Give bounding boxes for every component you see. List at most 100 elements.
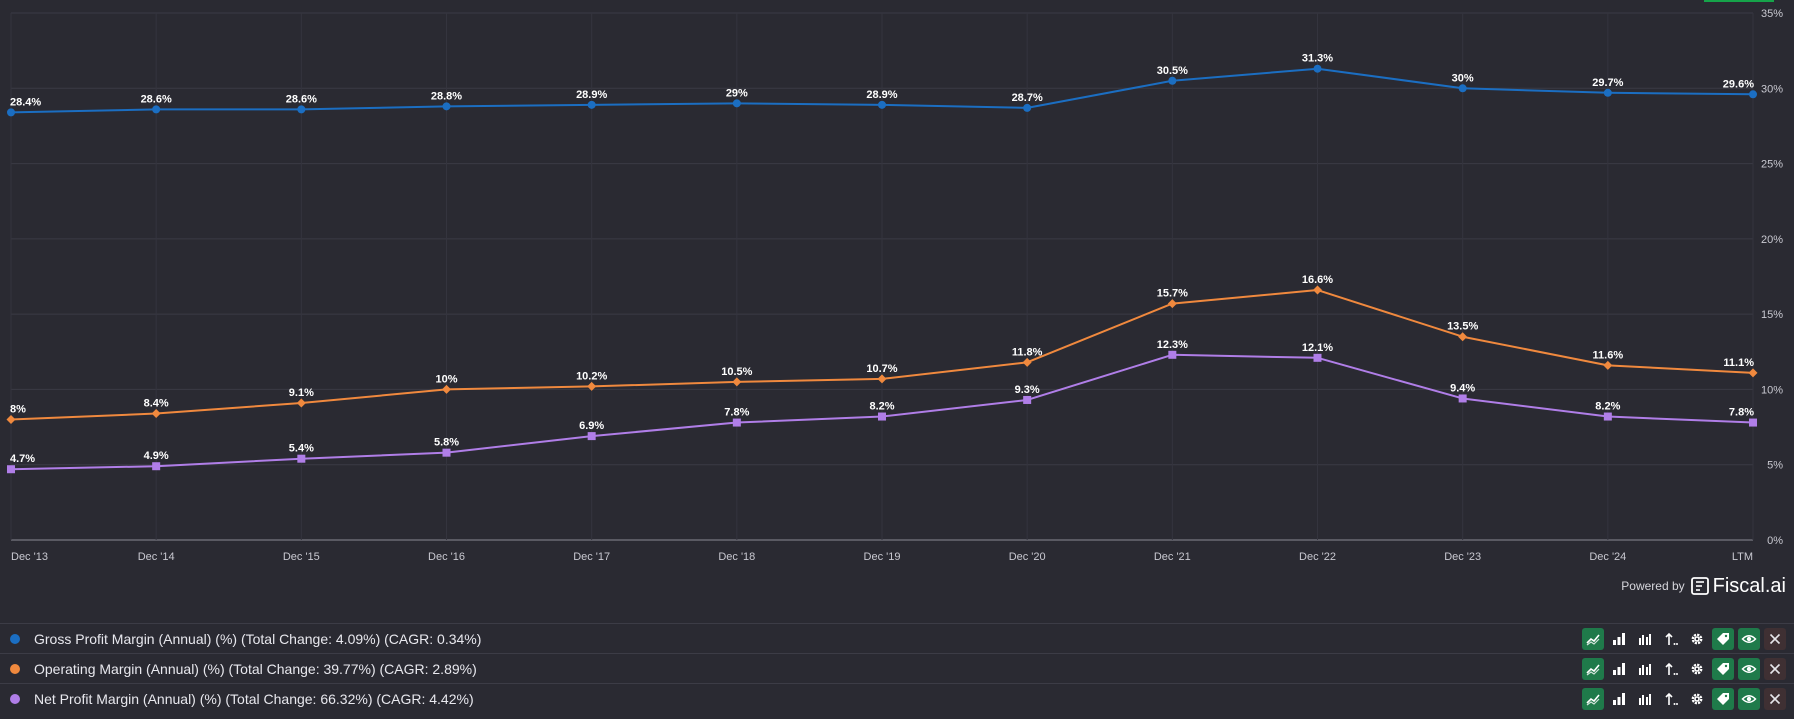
- legend-label[interactable]: Net Profit Margin (Annual) (%) (Total Ch…: [34, 690, 474, 707]
- tag-button[interactable]: [1712, 657, 1734, 680]
- grouped-bar-button[interactable]: [1634, 658, 1656, 680]
- tag-button[interactable]: [1712, 687, 1734, 710]
- data-label: 28.6%: [286, 93, 317, 105]
- grouped-bar-button[interactable]: [1634, 688, 1656, 710]
- data-label: 9.3%: [1015, 384, 1040, 396]
- close-button[interactable]: [1764, 627, 1786, 650]
- data-label: 15.7%: [1157, 288, 1188, 300]
- close-icon: [1769, 693, 1781, 704]
- data-label: 8.2%: [1595, 401, 1620, 413]
- y-tick-label: 30%: [1761, 83, 1783, 95]
- eye-button[interactable]: [1738, 657, 1760, 680]
- bar-chart-icon: [1613, 662, 1625, 675]
- legend-row-operating-margin: Operating Margin (Annual) (%) (Total Cha…: [0, 653, 1794, 683]
- tag-icon: [1717, 632, 1729, 645]
- data-point: [878, 100, 886, 109]
- data-label: 29%: [726, 87, 748, 99]
- line-chart-icon: [1586, 693, 1600, 705]
- grouped-bar-icon: [1639, 693, 1651, 705]
- legend-row-gross-profit-margin: Gross Profit Margin (Annual) (%) (Total …: [0, 623, 1794, 653]
- data-point: [6, 415, 16, 425]
- tag-icon: [1717, 692, 1729, 705]
- brand-name: Fiscal.ai: [1712, 574, 1786, 597]
- data-label: 28.9%: [576, 89, 607, 101]
- grouped-bar-button[interactable]: [1634, 628, 1656, 650]
- data-point: [1168, 76, 1177, 85]
- close-button[interactable]: [1764, 687, 1786, 710]
- bar-chart-button[interactable]: [1608, 658, 1630, 680]
- bar-chart-button[interactable]: [1608, 688, 1630, 710]
- bar-chart-button[interactable]: [1608, 628, 1630, 650]
- eye-icon: [1741, 634, 1757, 643]
- line-chart-button[interactable]: [1582, 627, 1604, 650]
- eye-button[interactable]: [1738, 687, 1760, 710]
- powered-by-badge[interactable]: Powered by Fiscal.ai: [1621, 573, 1786, 599]
- series-gross: 28.4% 28.6% 28.6% 28.8% 28.9% 29% 28.9% 28.7% 30…: [7, 53, 1757, 117]
- sort-icon: [1665, 662, 1678, 675]
- y-tick-label: 15%: [1761, 309, 1783, 321]
- data-label: 12.1%: [1302, 342, 1333, 354]
- y-tick-label: 20%: [1761, 234, 1783, 246]
- series-toolbar: [1582, 627, 1786, 650]
- data-point: [587, 100, 596, 109]
- x-tick-label: LTM: [1732, 551, 1753, 560]
- line-chart-button[interactable]: [1582, 687, 1604, 710]
- tag-button[interactable]: [1712, 627, 1734, 650]
- sort-button[interactable]: [1660, 628, 1682, 650]
- eye-icon: [1741, 664, 1757, 673]
- close-button[interactable]: [1764, 657, 1786, 680]
- series-color-dot: [10, 663, 20, 674]
- series-color-dot: [10, 693, 20, 704]
- eye-button[interactable]: [1738, 627, 1760, 650]
- data-label: 11.1%: [1723, 357, 1754, 369]
- data-point: [1313, 353, 1322, 362]
- x-tick-label: Dec '22: [1299, 551, 1336, 560]
- fiscal-logo-icon: [1690, 577, 1709, 595]
- data-point: [1603, 360, 1613, 370]
- data-point: [732, 418, 741, 427]
- sort-button[interactable]: [1660, 688, 1682, 710]
- data-point: [442, 448, 451, 457]
- legend-label[interactable]: Gross Profit Margin (Annual) (%) (Total …: [34, 630, 482, 647]
- data-point: [1603, 88, 1612, 97]
- x-tick-label: Dec '23: [1444, 551, 1481, 560]
- y-tick-label: 35%: [1761, 8, 1783, 20]
- line-chart-button[interactable]: [1582, 657, 1604, 680]
- data-label: 29.7%: [1592, 77, 1623, 89]
- tag-icon: [1717, 662, 1729, 675]
- sort-button[interactable]: [1660, 658, 1682, 680]
- gear-icon: [1691, 663, 1703, 674]
- data-label: 30.5%: [1157, 65, 1188, 77]
- data-label: 8.2%: [869, 401, 894, 413]
- x-tick-label: Dec '15: [283, 551, 320, 560]
- data-label: 28.4%: [10, 96, 41, 108]
- data-point: [1023, 395, 1032, 404]
- sort-icon: [1665, 692, 1678, 705]
- gear-button[interactable]: [1686, 688, 1708, 710]
- x-tick-label: Dec '19: [864, 551, 901, 560]
- bar-chart-icon: [1613, 632, 1625, 645]
- gear-button[interactable]: [1686, 628, 1708, 650]
- gear-button[interactable]: [1686, 658, 1708, 680]
- data-point: [296, 398, 306, 408]
- data-label: 8.4%: [144, 398, 169, 410]
- grouped-bar-icon: [1639, 633, 1651, 645]
- data-point: [1167, 299, 1177, 309]
- margin-line-chart: 0% 5% 10% 15% 20% 25% 30% 35% Dec '13 Dec '14 Dec …: [6, 8, 1783, 560]
- gear-icon: [1691, 633, 1703, 644]
- data-point: [1749, 90, 1757, 99]
- close-icon: [1769, 663, 1781, 674]
- data-label: 9.4%: [1450, 382, 1475, 394]
- data-label: 11.6%: [1593, 349, 1624, 361]
- data-label: 4.7%: [10, 453, 35, 465]
- data-point: [7, 108, 15, 117]
- data-point: [152, 105, 161, 114]
- data-label: 8%: [10, 404, 26, 416]
- data-label: 5.8%: [434, 437, 459, 449]
- line-chart-icon: [1586, 663, 1600, 675]
- legend-label[interactable]: Operating Margin (Annual) (%) (Total Cha…: [34, 660, 477, 677]
- data-point: [587, 381, 597, 391]
- bar-chart-icon: [1613, 692, 1625, 705]
- powered-by-label: Powered by: [1621, 579, 1685, 593]
- data-point: [1458, 84, 1467, 93]
